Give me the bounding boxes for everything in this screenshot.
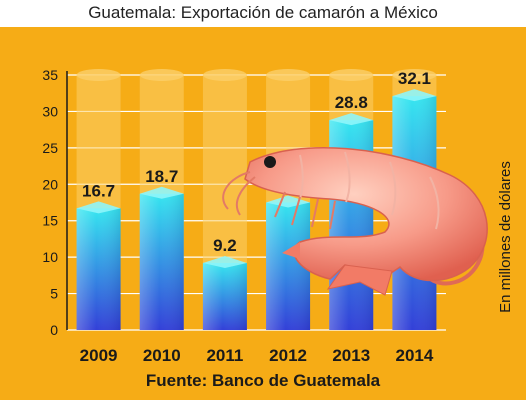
y-tick-label: 10 (42, 249, 58, 265)
data-label: 18.7 (145, 167, 178, 186)
bar-top (202, 255, 247, 268)
bar-shine (139, 193, 184, 330)
bar-top (139, 186, 184, 199)
bar-chart: 0510152025303516.7200918.720109.2201117.… (0, 27, 526, 400)
ghost-bar-cap (329, 69, 374, 81)
data-label: 16.7 (82, 181, 115, 200)
ghost-bar-cap (266, 69, 311, 81)
bar-shine (76, 208, 121, 330)
y-tick-label: 15 (42, 213, 58, 229)
bar-top (76, 201, 121, 214)
y-tick-label: 25 (42, 140, 58, 156)
bar-top (329, 113, 374, 126)
ghost-bar-cap (139, 69, 184, 81)
y-tick-label: 5 (50, 286, 58, 302)
data-label: 9.2 (213, 236, 237, 255)
data-label: 28.8 (335, 93, 368, 112)
y-tick-label: 0 (50, 322, 58, 338)
y-tick-label: 20 (42, 176, 58, 192)
x-tick-label: 2011 (206, 346, 243, 365)
data-label: 32.1 (398, 69, 431, 88)
ghost-bar-cap (76, 69, 121, 81)
x-tick-label: 2010 (143, 346, 181, 365)
grid-layer (67, 74, 446, 331)
ghost-bar-cap (392, 69, 437, 81)
x-tick-label: 2012 (269, 346, 307, 365)
source-note: Fuente: Banco de Guatemala (145, 371, 381, 390)
chart-panel: 0510152025303516.7200918.720109.2201117.… (0, 27, 526, 400)
chart-title: Guatemala: Exportación de camarón a Méxi… (0, 0, 526, 27)
shrimp-illustration (222, 146, 488, 296)
y-tick-label: 30 (42, 103, 58, 119)
ghost-bar-cap (202, 69, 247, 81)
bar-top (392, 89, 437, 102)
y-tick-label: 35 (42, 67, 58, 83)
x-tick-label: 2014 (396, 346, 434, 365)
bar-top (266, 195, 311, 208)
x-tick-label: 2013 (332, 346, 370, 365)
bar-shine (202, 262, 247, 330)
x-tick-label: 2009 (80, 346, 118, 365)
y-axis-label: En millones de dólares (497, 161, 514, 313)
